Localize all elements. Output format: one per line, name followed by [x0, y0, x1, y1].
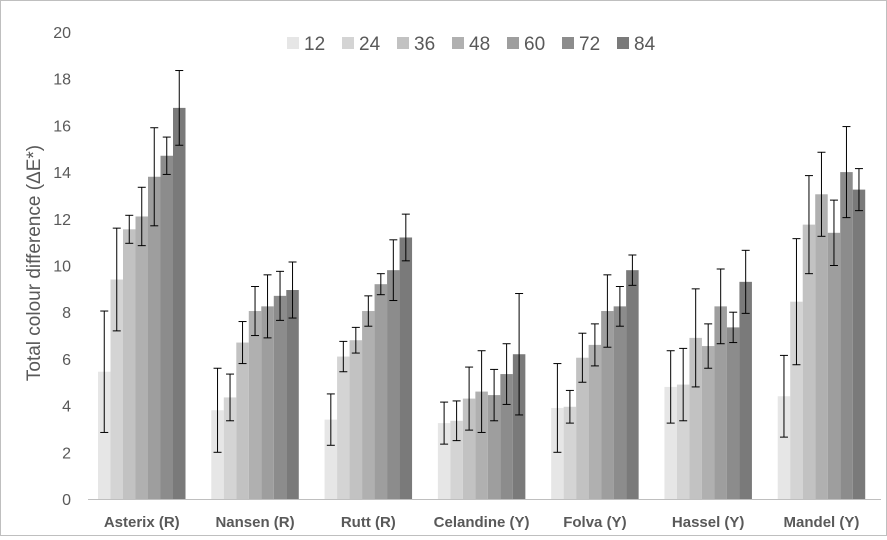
legend-label-60: 60	[524, 34, 545, 55]
legend-label-12: 12	[304, 34, 325, 55]
bar-48-3	[475, 391, 488, 499]
category-label: Hassel (Y)	[672, 514, 745, 531]
bar-48-0	[135, 216, 148, 499]
x-axis-categories: Asterix (R) Nansen (R) Rutt (R) Celandine (…	[104, 514, 860, 531]
legend-swatch-48	[452, 37, 464, 49]
legend-swatch-24	[342, 37, 354, 49]
y-tick-label: 6	[62, 352, 71, 369]
bar-84-1	[286, 290, 299, 499]
bar-12-1	[211, 410, 224, 499]
bar-12-3	[437, 423, 451, 499]
legend-swatch-72	[562, 37, 574, 49]
bar-84-0	[173, 107, 186, 499]
category-label: Celandine (Y)	[434, 514, 530, 531]
y-tick-label: 16	[53, 118, 71, 135]
bar-84-6	[852, 189, 866, 500]
legend-swatch-12	[287, 37, 299, 49]
bar-36-0	[123, 229, 136, 499]
bar-12-4	[551, 407, 564, 499]
bars	[98, 107, 866, 500]
bar-84-3	[512, 354, 526, 499]
legend-swatch-84	[617, 37, 629, 49]
bar-72-6	[840, 172, 853, 499]
y-tick-label: 18	[53, 72, 71, 89]
y-tick-label: 10	[53, 259, 71, 276]
legend-label-84: 84	[634, 34, 656, 55]
legend-label-48: 48	[469, 34, 490, 55]
legend-swatch-60	[507, 37, 519, 49]
error-bars	[100, 70, 863, 453]
bar-36-5	[689, 337, 702, 499]
bar-48-5	[701, 346, 715, 499]
bar-24-2	[337, 356, 350, 499]
bar-60-5	[714, 306, 727, 499]
category-label: Nansen (R)	[215, 514, 294, 531]
bar-84-2	[399, 237, 413, 500]
bar-36-4	[576, 357, 589, 499]
bar-72-2	[387, 270, 400, 499]
legend-label-72: 72	[579, 34, 600, 55]
bar-60-1	[261, 306, 274, 499]
bar-48-4	[588, 344, 602, 499]
legend-swatch-36	[397, 37, 409, 49]
bar-24-6	[790, 301, 803, 499]
bar-48-6	[815, 194, 828, 499]
category-label: Mandel (Y)	[784, 514, 860, 531]
bar-60-0	[148, 176, 161, 499]
bar-84-4	[626, 270, 639, 499]
category-label: Folva (Y)	[563, 514, 626, 531]
bar-60-6	[827, 232, 841, 499]
bar-72-4	[613, 306, 627, 499]
y-axis: 0 2 4 6 8 10 12 14 16 18 20	[53, 25, 71, 509]
bar-72-1	[273, 295, 287, 499]
bar-36-3	[462, 398, 476, 499]
y-tick-label: 4	[62, 399, 71, 416]
bar-36-2	[349, 340, 363, 499]
bar-12-5	[664, 386, 677, 499]
y-tick-label: 20	[53, 25, 71, 42]
category-label: Asterix (R)	[104, 514, 180, 531]
y-tick-label: 14	[53, 165, 71, 182]
category-label: Rutt (R)	[341, 514, 396, 531]
bar-48-2	[362, 311, 375, 499]
legend-label-36: 36	[414, 34, 435, 55]
y-tick-label: 12	[53, 212, 71, 229]
bar-60-4	[601, 311, 614, 499]
bar-84-5	[739, 281, 752, 499]
bar-24-5	[676, 384, 690, 499]
y-tick-label: 0	[62, 492, 71, 509]
bar-12-6	[777, 396, 791, 499]
y-axis-title: Total colour difference (ΔE*)	[24, 145, 45, 381]
y-tick-label: 8	[62, 305, 71, 322]
legend: 12 24 36 48 60 72 84	[287, 34, 656, 55]
bar-36-1	[236, 342, 249, 499]
bar-12-2	[324, 419, 338, 499]
bar-24-0	[110, 279, 123, 499]
bar-24-4	[563, 406, 577, 499]
bar-36-6	[802, 224, 816, 499]
bar-24-1	[223, 397, 237, 499]
bar-12-0	[98, 371, 111, 499]
bar-60-2	[374, 284, 388, 499]
y-tick-label: 2	[62, 445, 71, 462]
bar-72-0	[160, 155, 173, 499]
bar-72-5	[726, 327, 740, 499]
bar-48-1	[248, 311, 262, 499]
legend-label-24: 24	[359, 34, 381, 55]
bar-72-3	[500, 374, 513, 499]
